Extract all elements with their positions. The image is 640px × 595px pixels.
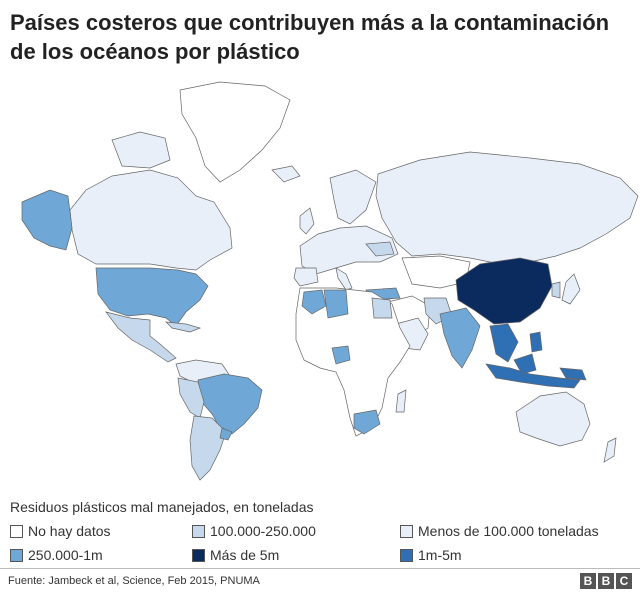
world-map xyxy=(21,81,639,481)
legend-item-1m-5m: 1m-5m xyxy=(400,547,462,563)
region-morocco xyxy=(301,289,327,315)
region-china xyxy=(455,257,553,325)
legend-swatch xyxy=(192,524,205,538)
region-canada xyxy=(69,169,233,271)
region-brazil xyxy=(197,373,263,435)
legend-swatch xyxy=(400,524,413,538)
region-southeast-asia xyxy=(489,323,519,363)
legend-label: No hay datos xyxy=(28,523,111,539)
region-canada-islands xyxy=(111,131,171,169)
region-spain xyxy=(293,267,319,287)
region-caribbean xyxy=(165,321,202,333)
legend-swatch xyxy=(10,548,23,562)
region-madagascar xyxy=(395,389,407,413)
legend-title: Residuos plásticos mal manejados, en ton… xyxy=(10,499,314,515)
legend-item-250k-1m: 250.000-1m xyxy=(10,547,103,563)
legend-swatch xyxy=(192,548,205,562)
region-italy xyxy=(335,267,353,291)
region-mexico xyxy=(105,311,177,363)
region-uruguay xyxy=(219,427,233,441)
region-uk xyxy=(299,207,315,235)
region-alaska xyxy=(21,189,73,251)
legend-item-100k-250k: 100.000-250.000 xyxy=(192,523,316,539)
region-argentina-chile xyxy=(189,415,227,481)
bbc-logo-letter: C xyxy=(616,573,632,589)
region-new-zealand xyxy=(603,437,617,463)
region-papua xyxy=(559,367,587,381)
region-greenland xyxy=(179,81,291,183)
legend-swatch xyxy=(10,524,23,538)
region-japan xyxy=(561,273,581,305)
region-nigeria xyxy=(331,345,351,365)
region-south-africa xyxy=(353,409,381,435)
map-title: Países costeros que contribuyen más a la… xyxy=(10,10,610,64)
region-australia xyxy=(515,391,591,447)
legend-swatch xyxy=(400,548,413,562)
legend-label: 250.000-1m xyxy=(28,547,103,563)
source-note: Fuente: Jambeck et al, Science, Feb 2015… xyxy=(8,575,260,587)
region-borneo xyxy=(513,353,537,375)
bbc-logo-letter: B xyxy=(598,573,614,589)
legend-item-no-data: No hay datos xyxy=(10,523,111,539)
legend-item-under-100k: Menos de 100.000 toneladas xyxy=(400,523,599,539)
legend-label: Menos de 100.000 toneladas xyxy=(418,523,599,539)
footer-divider xyxy=(0,568,640,569)
region-iceland xyxy=(271,165,301,183)
region-scandinavia xyxy=(329,169,377,225)
region-algeria xyxy=(323,289,349,319)
region-korea xyxy=(551,281,561,299)
region-ukraine xyxy=(365,241,395,257)
legend-item-over-5m: Más de 5m xyxy=(192,547,279,563)
legend-label: 100.000-250.000 xyxy=(210,523,316,539)
region-philippines xyxy=(529,331,543,353)
region-usa xyxy=(95,267,209,327)
region-egypt xyxy=(371,297,393,319)
bbc-logo: B B C xyxy=(580,573,632,589)
bbc-logo-letter: B xyxy=(580,573,596,589)
legend-label: Más de 5m xyxy=(210,547,280,563)
region-russia xyxy=(375,151,639,265)
legend-label: 1m-5m xyxy=(418,547,462,563)
region-india xyxy=(439,307,481,369)
